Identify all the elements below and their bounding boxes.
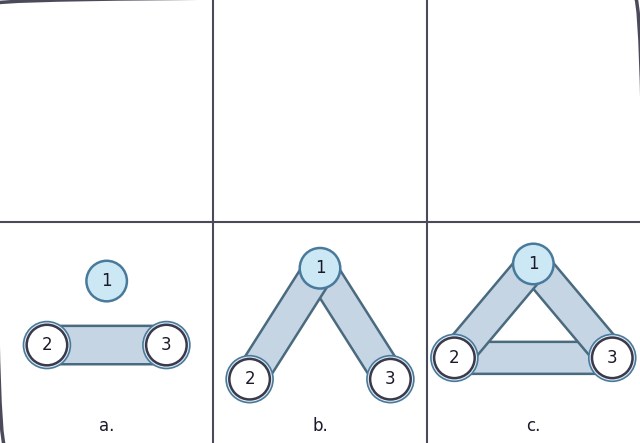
Text: b.: b. <box>312 417 328 435</box>
Circle shape <box>229 359 270 400</box>
Polygon shape <box>28 326 186 364</box>
Circle shape <box>370 359 411 400</box>
Text: 3: 3 <box>161 336 172 354</box>
Circle shape <box>589 334 636 381</box>
Circle shape <box>226 356 273 403</box>
Text: a.: a. <box>99 417 115 435</box>
Text: 1: 1 <box>315 259 325 277</box>
Circle shape <box>86 261 127 301</box>
Text: 3: 3 <box>607 349 618 367</box>
Text: 1: 1 <box>528 255 539 273</box>
Circle shape <box>367 356 414 403</box>
Polygon shape <box>438 342 628 374</box>
Text: 2: 2 <box>449 349 460 367</box>
Text: 2: 2 <box>42 336 52 354</box>
Text: 2: 2 <box>244 370 255 388</box>
Polygon shape <box>304 252 406 395</box>
Circle shape <box>146 325 187 365</box>
Text: 3: 3 <box>385 370 396 388</box>
Circle shape <box>513 244 554 284</box>
Circle shape <box>300 248 340 288</box>
Circle shape <box>431 334 478 381</box>
Circle shape <box>592 338 632 378</box>
Circle shape <box>143 322 190 369</box>
Polygon shape <box>517 248 628 374</box>
Polygon shape <box>234 252 336 395</box>
Circle shape <box>27 325 67 365</box>
Circle shape <box>434 338 475 378</box>
Text: c.: c. <box>526 417 541 435</box>
Polygon shape <box>438 248 549 374</box>
Text: 1: 1 <box>101 272 112 290</box>
Circle shape <box>24 322 70 369</box>
